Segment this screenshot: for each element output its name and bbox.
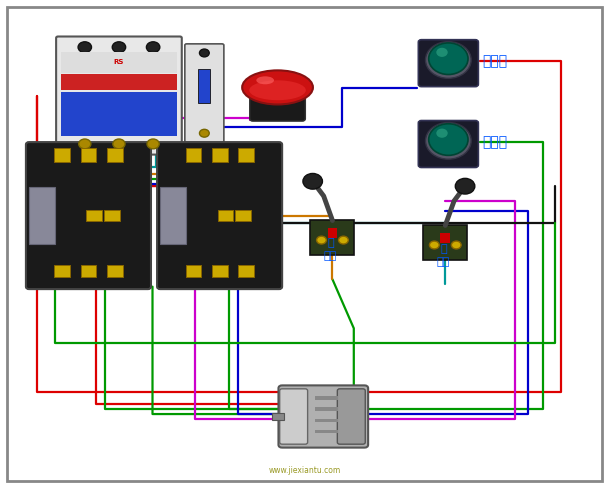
Text: 前
行程: 前 行程 xyxy=(324,238,337,262)
Bar xyxy=(160,187,186,244)
Circle shape xyxy=(339,236,348,244)
Circle shape xyxy=(436,48,448,57)
Circle shape xyxy=(78,42,92,52)
Text: www.jiexiantu.com: www.jiexiantu.com xyxy=(269,466,341,475)
FancyBboxPatch shape xyxy=(279,389,307,444)
FancyBboxPatch shape xyxy=(418,121,478,168)
Bar xyxy=(198,69,210,102)
FancyBboxPatch shape xyxy=(56,37,182,155)
Circle shape xyxy=(146,42,160,52)
Circle shape xyxy=(429,124,468,155)
Bar xyxy=(315,396,338,400)
Circle shape xyxy=(199,49,209,57)
Circle shape xyxy=(112,42,126,52)
Circle shape xyxy=(426,42,471,78)
Circle shape xyxy=(303,173,323,189)
Bar xyxy=(185,265,201,277)
Circle shape xyxy=(451,241,461,249)
Bar xyxy=(235,210,251,221)
Bar xyxy=(212,265,228,277)
Bar xyxy=(238,265,254,277)
Bar xyxy=(104,210,120,221)
Text: 后
行程: 后 行程 xyxy=(437,244,450,268)
Bar xyxy=(218,210,234,221)
Bar xyxy=(423,225,467,260)
FancyBboxPatch shape xyxy=(418,40,478,87)
Bar xyxy=(81,148,96,162)
Circle shape xyxy=(455,178,475,194)
Bar xyxy=(61,52,177,73)
Text: 顺启动: 顺启动 xyxy=(482,54,507,68)
Bar xyxy=(61,74,177,90)
Bar xyxy=(107,265,123,277)
Text: 逆启动: 逆启动 xyxy=(482,135,507,149)
Circle shape xyxy=(436,128,448,138)
FancyBboxPatch shape xyxy=(249,94,306,121)
Bar xyxy=(315,430,338,434)
Bar xyxy=(328,228,337,238)
Circle shape xyxy=(317,236,326,244)
Bar xyxy=(54,148,70,162)
Ellipse shape xyxy=(249,80,306,100)
Bar xyxy=(315,418,338,422)
Ellipse shape xyxy=(242,71,313,104)
Circle shape xyxy=(113,139,125,149)
Text: RS: RS xyxy=(113,59,124,65)
Bar xyxy=(61,92,177,136)
FancyBboxPatch shape xyxy=(157,142,282,289)
Bar xyxy=(310,220,354,255)
Bar xyxy=(81,265,96,277)
Ellipse shape xyxy=(256,76,274,84)
FancyBboxPatch shape xyxy=(185,44,224,142)
Circle shape xyxy=(79,139,91,149)
Bar xyxy=(238,148,254,162)
Bar xyxy=(54,265,70,277)
FancyBboxPatch shape xyxy=(279,385,368,448)
Bar xyxy=(29,187,55,244)
Circle shape xyxy=(147,139,159,149)
Circle shape xyxy=(426,122,471,159)
Bar xyxy=(212,148,228,162)
Circle shape xyxy=(429,241,439,249)
Bar xyxy=(315,408,338,411)
FancyBboxPatch shape xyxy=(26,142,151,289)
Bar xyxy=(272,413,284,420)
Bar xyxy=(87,210,102,221)
FancyBboxPatch shape xyxy=(337,389,365,444)
Bar xyxy=(107,148,123,162)
Circle shape xyxy=(429,43,468,74)
Bar xyxy=(185,148,201,162)
Bar xyxy=(440,233,450,243)
Circle shape xyxy=(199,129,209,137)
